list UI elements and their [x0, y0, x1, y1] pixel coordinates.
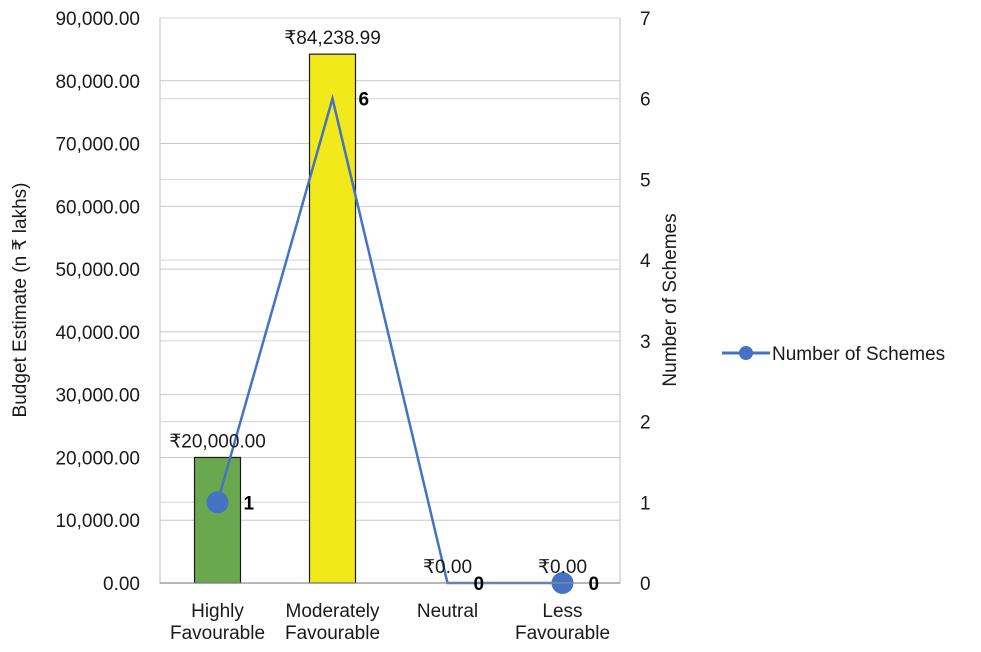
bar	[308, 53, 357, 584]
series-marker	[206, 491, 229, 514]
y2-axis-title: Number of Schemes	[660, 213, 681, 386]
y2-tick-label: 5	[640, 170, 651, 191]
bar-data-label: ₹0.00	[423, 557, 472, 578]
legend-marker-swatch	[739, 346, 753, 360]
bar-data-label: ₹84,238.99	[284, 28, 381, 49]
y-tick-label: 0.00	[103, 574, 140, 595]
line-series	[206, 93, 574, 594]
x-tick-label: Highly	[191, 601, 244, 622]
x-tick-label: Favourable	[170, 623, 265, 644]
y2-tick-label: 6	[640, 90, 651, 111]
y2-tick-label: 1	[640, 493, 651, 514]
y-tick-label: 10,000.00	[55, 511, 140, 532]
line-data-label: 0	[589, 574, 600, 595]
y-tick-label: 50,000.00	[55, 260, 140, 281]
y2-tick-label: 4	[640, 251, 651, 272]
bar	[193, 456, 242, 584]
y2-tick-label: 0	[640, 574, 651, 595]
y-tick-label: 70,000.00	[55, 135, 140, 156]
x-tick-label: Favourable	[515, 623, 610, 644]
y2-tick-label: 2	[640, 413, 651, 434]
y-tick-label: 90,000.00	[55, 9, 140, 30]
legend-entry-number-of-schemes: Number of Schemes	[772, 344, 945, 365]
x-tick-label: Neutral	[417, 601, 478, 622]
y2-tick-label: 7	[640, 9, 651, 30]
bar-data-label: ₹20,000.00	[169, 431, 266, 452]
line-data-label: 0	[474, 574, 485, 595]
bar-data-label: ₹0.00	[538, 557, 587, 578]
x-tick-label: Moderately	[286, 601, 380, 622]
data-labels: ₹20,000.00 ₹84,238.99 ₹0.00 ₹0.00 1 6 0 0	[169, 28, 599, 595]
bar-series	[193, 53, 357, 584]
axes: 0.00 10,000.00 20,000.00 30,000.00 40,000.00…	[55, 9, 651, 644]
y-tick-label: 30,000.00	[55, 386, 140, 407]
y2-tick-label: 3	[640, 332, 651, 353]
y-tick-label: 40,000.00	[55, 323, 140, 344]
y-tick-label: 80,000.00	[55, 72, 140, 93]
line-data-label: 6	[359, 90, 370, 111]
y-tick-label: 20,000.00	[55, 448, 140, 469]
y-tick-label: 60,000.00	[55, 197, 140, 218]
line-data-label: 1	[244, 493, 255, 514]
legend: Number of Schemes	[722, 344, 945, 365]
x-tick-label: Favourable	[285, 623, 380, 644]
x-tick-label: Less	[542, 601, 582, 622]
y-axis-title: Budget Estimate (n ₹ lakhs)	[10, 183, 31, 418]
